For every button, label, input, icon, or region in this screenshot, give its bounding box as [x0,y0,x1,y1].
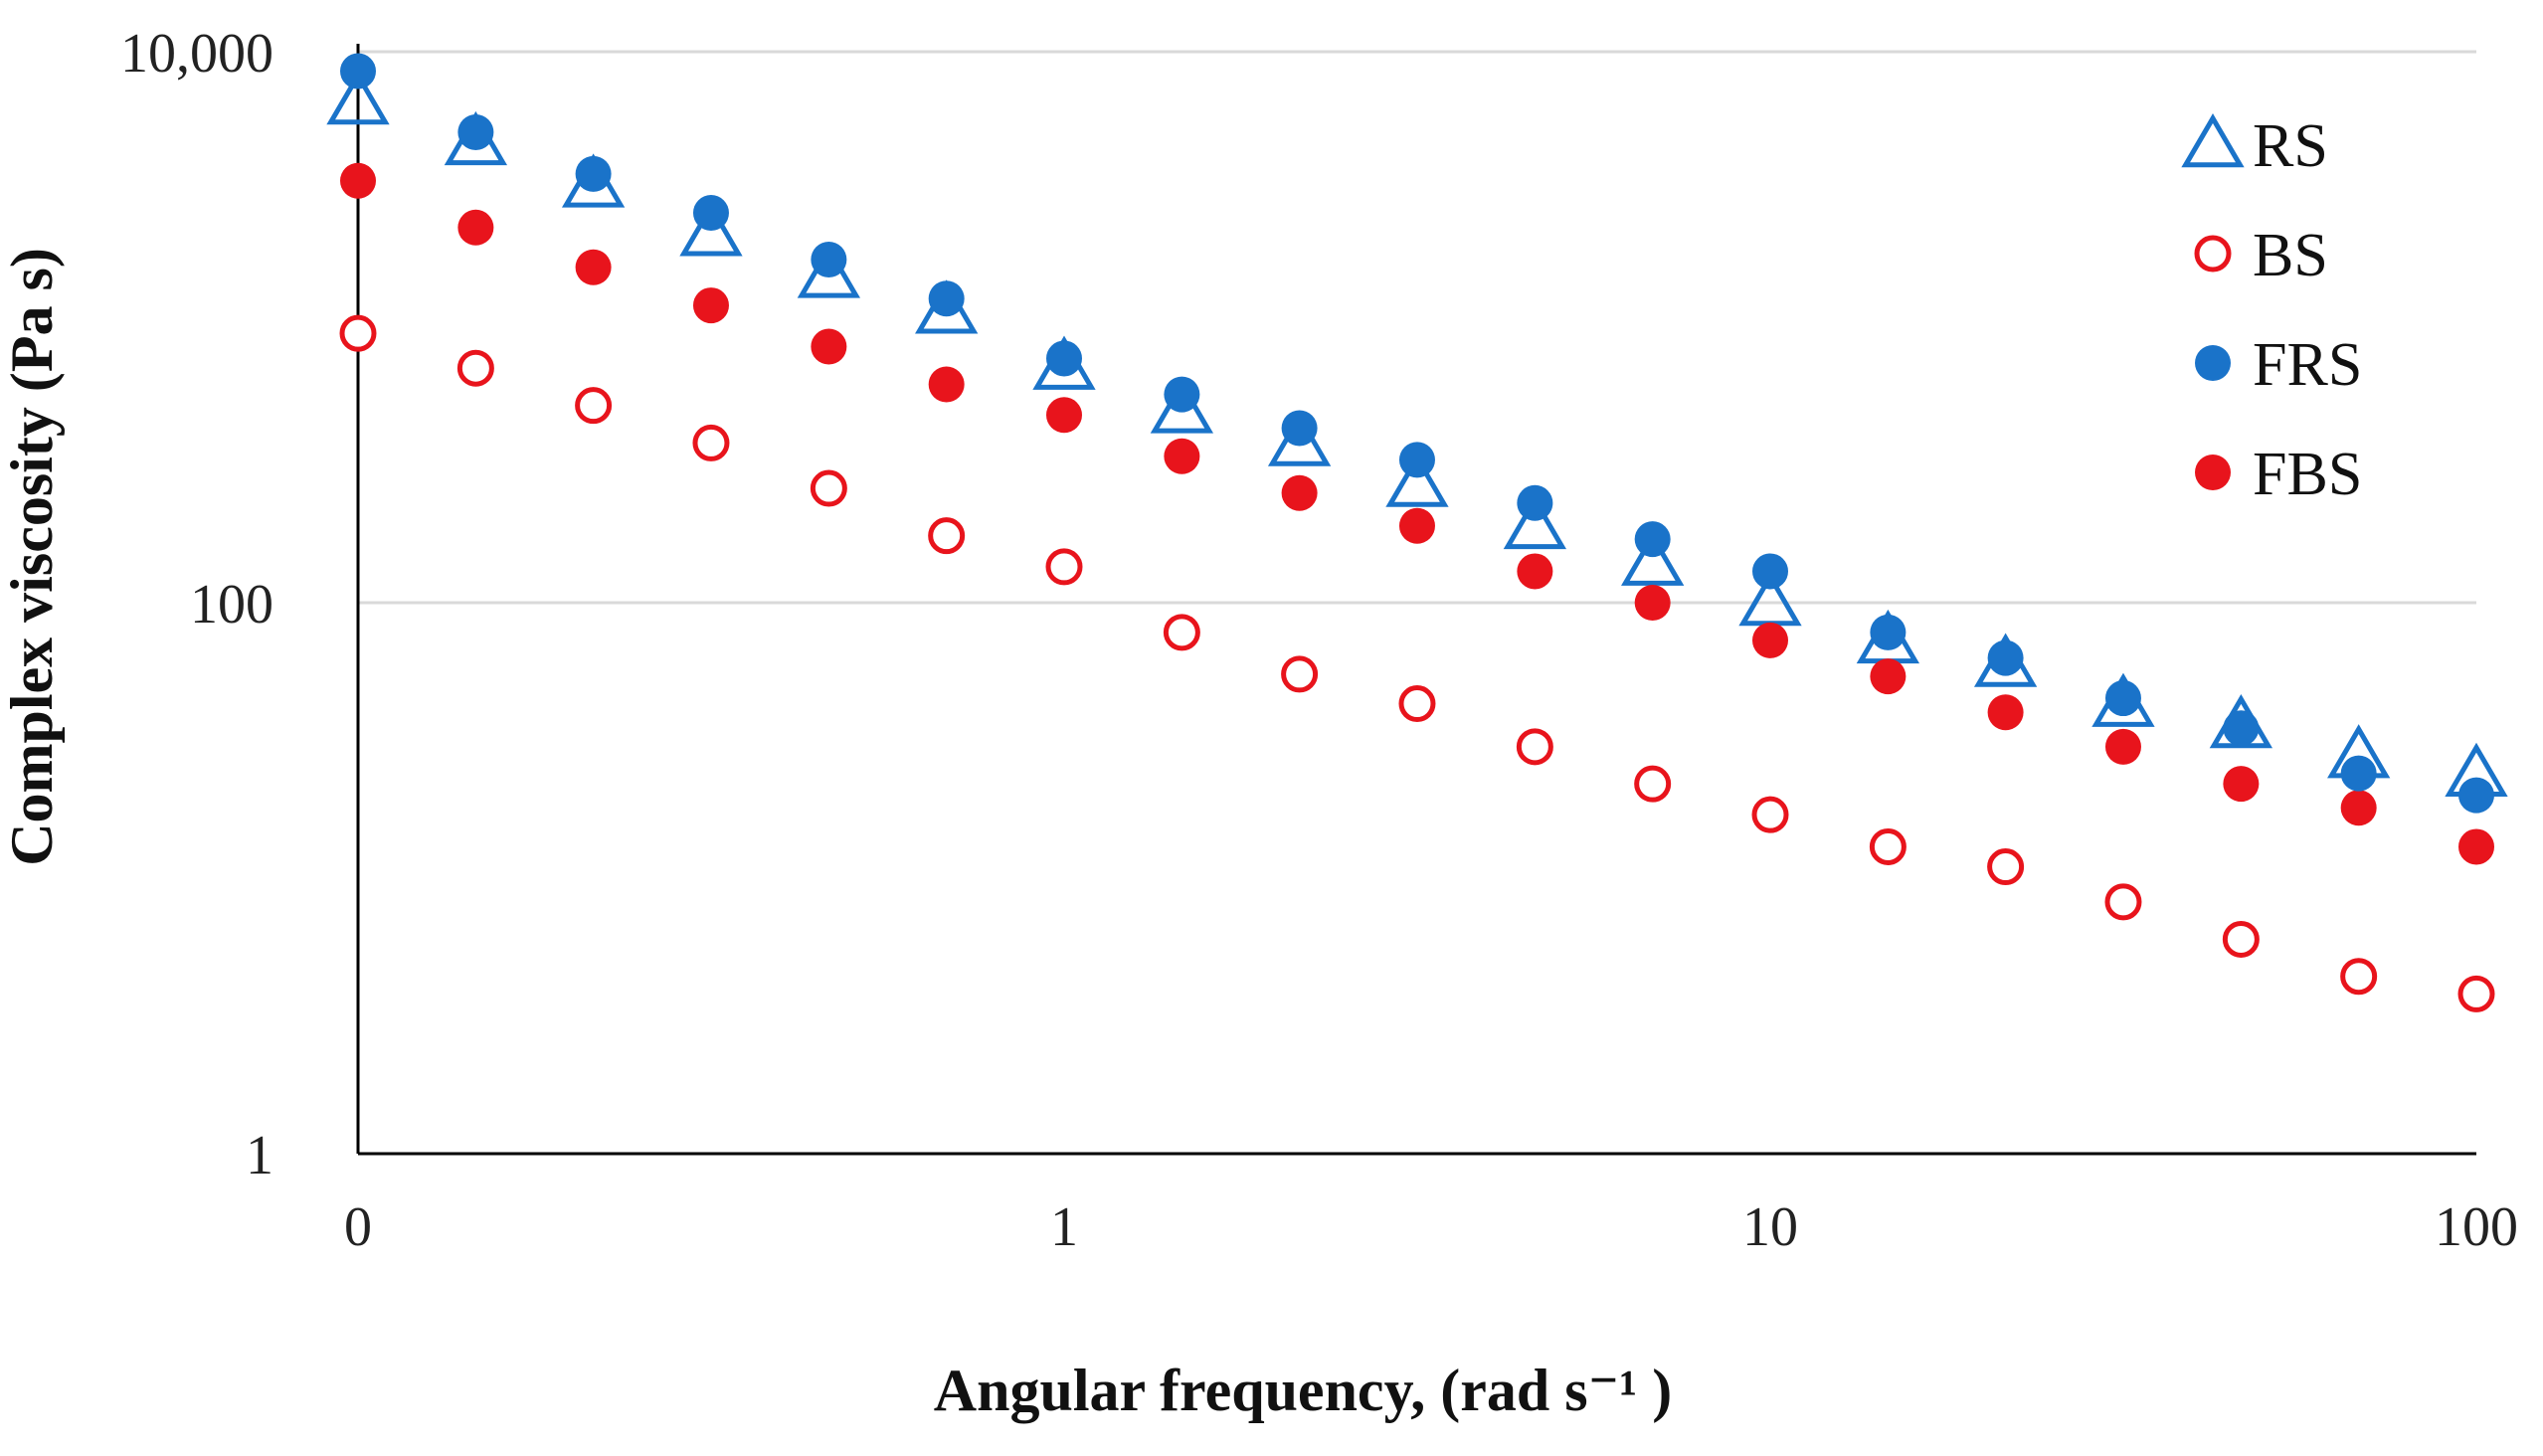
legend-label-fbs: FBS [2253,441,2362,508]
data-point-rs [1621,531,1685,586]
data-point-frs [811,241,847,277]
data-point-bs [456,349,494,387]
data-point-bs [2457,975,2495,1012]
tick-label-layer: 1 100 10,000 0 1 10 100 [120,23,2518,1258]
data-point-frs [2223,710,2260,747]
data-point-bs [1634,765,1672,803]
data-point-frs [1046,340,1082,377]
data-point-rs [1267,412,1332,466]
data-point-frs [1517,484,1553,521]
data-point-fbs [1398,507,1435,544]
y-tick-label: 100 [190,574,273,636]
data-point-frs [575,155,612,192]
data-point-fbs [575,249,612,285]
data-point-frs [692,195,729,232]
data-point-rs [797,244,861,298]
data-point-rs [1385,453,1449,507]
x-tick-label: 100 [2435,1196,2518,1258]
x-tick-label: 10 [1742,1196,1798,1258]
data-point-bs [2340,958,2378,996]
legend-item-bs: BS [2194,222,2328,289]
data-point-frs [1398,442,1435,478]
data-point-frs [928,280,965,317]
data-marks-layer [326,53,2508,1012]
series-fbs [340,162,2494,865]
x-tick-label: 0 [344,1196,372,1258]
data-point-fbs [1870,658,1907,695]
legend-label-bs: BS [2253,222,2328,289]
data-point-rs [1503,494,1567,550]
data-point-bs [1281,655,1319,693]
legend-marker-rs [2181,113,2245,168]
x-tick-label: 1 [1050,1196,1078,1258]
data-point-rs [1150,379,1214,434]
data-point-frs [1281,410,1318,447]
grid-layer [358,50,2476,605]
data-point-fbs [1987,694,2024,731]
data-point-frs [1870,614,1907,650]
data-point-bs [1398,685,1436,723]
data-point-frs [1634,521,1671,558]
legend-marker-bs [2194,235,2232,273]
data-point-fbs [457,209,494,246]
data-point-bs [575,387,613,425]
data-point-rs [326,71,390,125]
legend-item-frs: FRS [2195,331,2362,399]
data-point-fbs [1046,397,1082,434]
data-point-bs [339,314,377,352]
legend-marker-fbs [2195,455,2231,490]
data-point-frs [1987,639,2024,676]
data-point-fbs [928,366,965,403]
data-point-bs [1751,796,1789,833]
data-point-fbs [1281,474,1318,511]
series-bs [339,314,2495,1012]
legend-label-frs: FRS [2253,331,2362,399]
data-point-bs [928,517,966,555]
data-point-fbs [1634,585,1671,621]
data-point-fbs [1517,553,1553,590]
data-point-frs [1164,376,1200,413]
data-point-fbs [1752,622,1788,658]
data-point-bs [1163,614,1200,651]
data-point-bs [1869,827,1907,865]
data-point-fbs [2458,828,2494,865]
x-axis-title: Angular frequency, (rad s⁻¹ ) [934,1358,1672,1423]
data-point-bs [2104,883,2142,921]
data-point-bs [692,424,730,461]
data-point-bs [1045,548,1083,586]
data-point-fbs [811,328,847,365]
data-point-fbs [692,287,729,324]
y-tick-label: 1 [246,1125,273,1186]
data-point-fbs [340,162,376,199]
data-point-fbs [1164,438,1200,474]
data-point-frs [340,53,376,90]
data-point-fbs [2223,766,2260,803]
data-point-frs [2340,755,2377,792]
axis-layer [356,44,2476,1156]
y-tick-label: 10,000 [120,23,273,85]
legend-label-rs: RS [2253,112,2328,180]
data-point-frs [2458,777,2494,814]
data-point-frs [457,114,494,151]
y-axis-title: Complex viscosity (Pa s) [0,248,65,866]
data-point-frs [1752,553,1788,590]
series-frs [340,53,2494,814]
data-point-bs [2222,920,2260,958]
legend: RS BS FRS FBS [2181,112,2362,508]
data-point-bs [1987,848,2025,886]
legend-item-rs: RS [2181,112,2328,180]
data-point-bs [810,469,847,507]
data-point-rs [679,202,743,257]
legend-marker-frs [2195,345,2231,381]
data-point-bs [1516,728,1553,766]
data-point-fbs [2340,790,2377,826]
data-point-fbs [2104,728,2141,765]
data-point-frs [2104,680,2141,717]
legend-item-fbs: FBS [2195,441,2362,508]
